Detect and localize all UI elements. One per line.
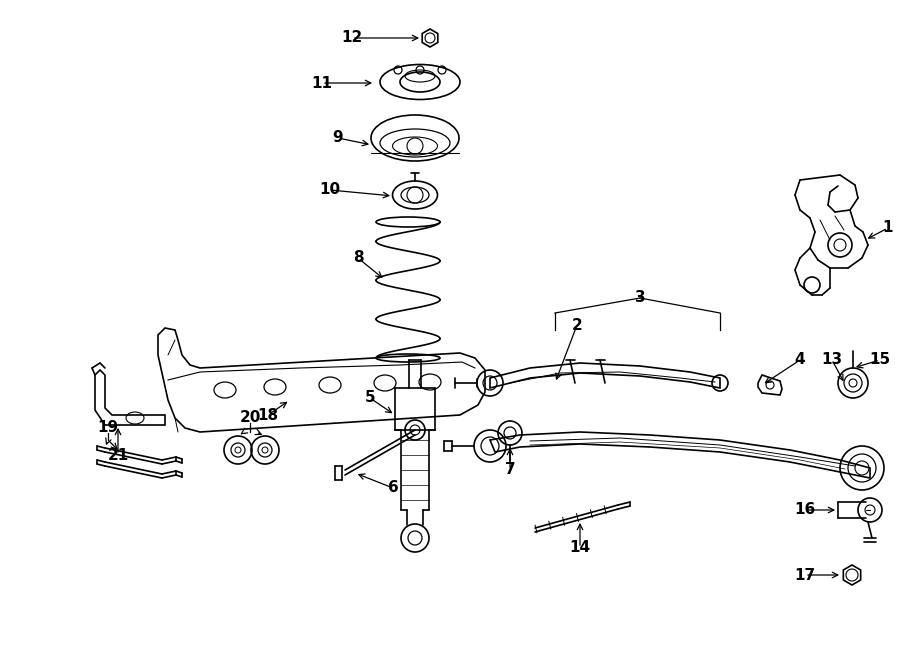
- Text: 17: 17: [795, 568, 815, 582]
- Text: 14: 14: [570, 541, 590, 555]
- Text: 20: 20: [239, 410, 261, 426]
- Text: 9: 9: [333, 130, 343, 145]
- Text: 15: 15: [869, 352, 891, 368]
- Text: 7: 7: [505, 463, 516, 477]
- Text: 18: 18: [257, 407, 279, 422]
- Text: 13: 13: [822, 352, 842, 368]
- Text: 3: 3: [634, 290, 645, 305]
- Text: 4: 4: [795, 352, 806, 368]
- Text: 10: 10: [320, 182, 340, 198]
- Text: 21: 21: [107, 447, 129, 463]
- Text: 16: 16: [795, 502, 815, 518]
- Text: 5: 5: [364, 391, 375, 405]
- Text: 1: 1: [883, 221, 893, 235]
- Text: 2: 2: [572, 317, 582, 332]
- Text: 11: 11: [311, 75, 332, 91]
- Text: 19: 19: [97, 420, 119, 436]
- Text: 6: 6: [388, 481, 399, 496]
- Text: 12: 12: [341, 30, 363, 46]
- Text: 8: 8: [353, 251, 364, 266]
